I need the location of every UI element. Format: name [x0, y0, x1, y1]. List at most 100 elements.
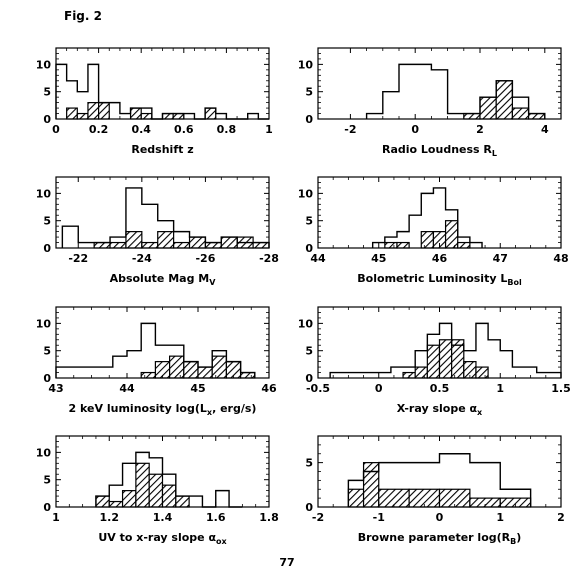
x-tick-label-2: -2 [344, 123, 356, 136]
x-axis-label-subscript: B [510, 537, 516, 546]
hatched-bar [495, 80, 514, 120]
x-tick-label-1-5: 1.5 [551, 382, 571, 395]
hatched-bar [66, 107, 78, 120]
hatched-bar [252, 241, 270, 249]
figure-label: Fig. 2 [64, 9, 102, 23]
x-tick-label-0: 0 [375, 382, 383, 395]
hatched-bar [188, 236, 207, 249]
y-tick-label-10: 10 [298, 317, 314, 330]
x-tick-label-26: -26 [195, 252, 215, 265]
y-tick-label-10: 10 [36, 317, 52, 330]
hatched-bar [463, 112, 481, 120]
hatched-bar [420, 231, 435, 249]
x-axis-label-tail: ) [516, 531, 521, 544]
hatched-bar [444, 220, 459, 249]
hatched-bar [347, 488, 365, 508]
hatched-bar [93, 241, 111, 249]
x-axis-label: Radio Loudness RL [382, 143, 497, 158]
hatched-bar [109, 241, 127, 249]
hatched-bar [135, 462, 150, 508]
page-number: 77 [279, 556, 294, 569]
y-tick-label-5: 5 [43, 215, 51, 228]
x-tick-label-28: -28 [259, 252, 279, 265]
hatched-bar [396, 241, 410, 249]
hatched-bar [161, 484, 177, 508]
y-tick-label-10: 10 [36, 187, 52, 200]
hatched-bar [141, 241, 159, 249]
plot-frame [317, 47, 562, 120]
x-axis-label: X-ray slope αx [397, 402, 483, 417]
x-axis-label: Absolute Mag MV [110, 272, 217, 287]
x-axis-label: 2 keV luminosity log(Lx, erg/s) [69, 402, 257, 417]
hatched-bar [426, 344, 441, 379]
hatched-bar [95, 495, 110, 508]
x-tick-label-0-5: 0.5 [430, 382, 450, 395]
x-tick-label-44: 44 [310, 252, 326, 265]
y-tick-label-0: 0 [43, 242, 51, 255]
x-axis-label-main: Browne parameter log(R [358, 531, 511, 544]
hatched-bar [97, 102, 110, 120]
hatched-bar [183, 361, 199, 379]
x-tick-label-22: -22 [68, 252, 88, 265]
hatched-bar [414, 366, 428, 379]
hatched-bar [438, 339, 453, 379]
y-tick-label-10: 10 [298, 58, 314, 71]
histogram-panel-5: 43 44 45 46 0 5 10 2 keV luminosity log(Lx, erg… [36, 306, 277, 417]
hatched-bar [362, 462, 380, 508]
x-tick-label-1-8: 1.8 [259, 511, 279, 524]
x-tick-label-24: -24 [132, 252, 152, 265]
x-axis-label-main: UV to x-ray slope α [98, 531, 216, 544]
x-axis-label-subscript: x [207, 408, 213, 417]
open-histogram-line [365, 63, 546, 119]
x-tick-label-0: 0 [52, 123, 60, 136]
x-tick-label-47: 47 [493, 252, 508, 265]
y-tick-label-5: 5 [305, 345, 313, 358]
x-axis-label: Bolometric Luminosity LBol [357, 272, 522, 287]
hatched-bar [140, 112, 153, 120]
hatched-bar [87, 102, 100, 120]
open-histogram-line [329, 322, 562, 378]
x-axis-label-subscript: Bol [507, 278, 522, 287]
y-tick-label-5: 5 [305, 457, 313, 470]
hatched-bar [211, 355, 227, 379]
x-tick-label-44: 44 [119, 382, 135, 395]
x-tick-label-2: 2 [557, 511, 565, 524]
y-tick-label-10: 10 [36, 446, 52, 459]
hatched-bar [475, 366, 489, 379]
x-tick-label-0-6: 0.6 [174, 123, 194, 136]
hatched-bar [220, 236, 238, 249]
open-histogram-line [55, 322, 256, 378]
x-tick-label-1: 1 [496, 511, 504, 524]
hatched-bar [157, 231, 175, 249]
histogram-panel-3: -22 -24 -26 -28 0 5 10 Absolute Mag MV [36, 176, 279, 287]
x-tick-label-48: 48 [553, 252, 568, 265]
x-tick-label-2: -2 [312, 511, 324, 524]
x-axis-label-tail: , erg/s) [212, 402, 256, 415]
x-tick-label-0: 0 [411, 123, 419, 136]
hatched-bar [169, 355, 185, 379]
hatched-bar [148, 473, 164, 508]
histogram-panel-7: 1 1.2 1.4 1.6 1.8 0 5 10 UV to x-ray slope αox [36, 435, 279, 546]
x-tick-label-1-4: 1.4 [153, 511, 173, 524]
y-tick-label-5: 5 [305, 86, 313, 99]
x-tick-label-1: 1 [496, 382, 504, 395]
hatched-bar [384, 241, 398, 249]
hatched-bar [479, 96, 497, 120]
histogram-panel-4: 44 45 46 47 48 0 5 10 Bolometric Luminosity LBol [298, 176, 569, 287]
hatched-bar [240, 371, 256, 379]
y-tick-label-0: 0 [305, 113, 313, 126]
open-histogram-line [61, 187, 270, 248]
open-histogram-line [347, 453, 532, 507]
x-tick-label-46: 46 [432, 252, 448, 265]
x-axis-label: Browne parameter log(RB) [358, 531, 522, 546]
x-axis-label-main: Absolute Mag M [110, 272, 210, 285]
x-tick-label-45: 45 [371, 252, 386, 265]
hatched-bar [527, 112, 546, 120]
hatched-bar [175, 495, 190, 508]
open-histogram-line [371, 187, 483, 248]
hatched-bar [121, 490, 137, 508]
hatched-bar [76, 112, 89, 120]
